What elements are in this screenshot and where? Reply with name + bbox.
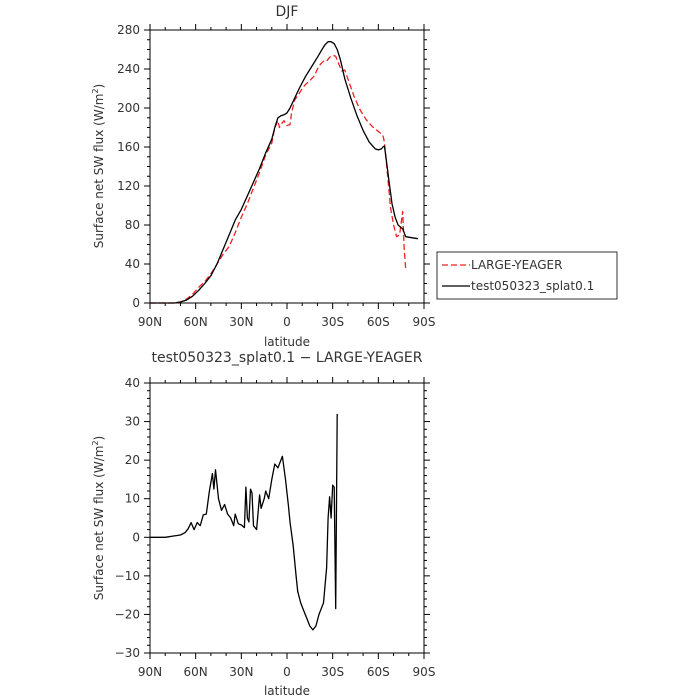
bottom-x-tick-label: 90N — [138, 665, 162, 679]
bottom-chart-title: test050323_splat0.1 − LARGE-YEAGER — [151, 350, 422, 366]
top-plot-frame — [149, 29, 425, 304]
top-series-line-1 — [150, 41, 419, 304]
bottom-series-line-0 — [150, 413, 338, 631]
bottom-y-tick-label: −20 — [115, 607, 140, 621]
bottom-y-axis-label-main: Surface net SW flux (W/m — [92, 446, 106, 601]
bottom-y-tick-label: 40 — [125, 376, 140, 390]
bottom-y-axis-label: Surface net SW flux (W/m2) — [91, 436, 106, 600]
top-x-tick-label: 30S — [321, 315, 344, 329]
top-x-tick-label: 30N — [229, 315, 253, 329]
top-chart-title: DJF — [276, 4, 299, 20]
bottom-y-ticks: −30 −20 −10 0 10 20 30 40 — [115, 376, 430, 660]
top-y-tick-label: 120 — [117, 179, 140, 193]
bottom-y-tick-label: 10 — [125, 492, 140, 506]
top-x-tick-label: 60N — [184, 315, 208, 329]
top-y-tick-label: 0 — [132, 296, 140, 310]
bottom-y-tick-label: 20 — [125, 453, 140, 467]
bottom-x-ticks: 90N 60N 30N 0 30S 60S 90S — [138, 377, 436, 679]
bottom-x-tick-label: 60N — [184, 665, 208, 679]
top-x-axis-label: latitude — [264, 335, 310, 349]
bottom-series-lines — [150, 413, 338, 631]
top-x-tick-label: 90N — [138, 315, 162, 329]
bottom-x-tick-label: 0 — [283, 665, 291, 679]
top-y-ticks: 0 40 80 120 160 200 240 280 — [117, 23, 430, 310]
bottom-y-axis-label-end: ) — [92, 436, 106, 441]
top-series-line-0 — [150, 54, 407, 304]
top-x-ticks: 90N 60N 30N 0 30S 60S 90S — [138, 24, 436, 329]
bottom-y-axis-label-sup: 2 — [91, 440, 100, 445]
bottom-panel: test050323_splat0.1 − LARGE-YEAGER 90N 60… — [91, 350, 435, 698]
top-y-tick-label: 160 — [117, 140, 140, 154]
top-panel: DJF 90N 60N 30N 0 30S 60S 90S 0 40 80 120 160 200 24… — [91, 4, 618, 349]
top-y-tick-label: 80 — [125, 218, 140, 232]
bottom-x-axis-label: latitude — [264, 684, 310, 698]
top-y-axis-label-main: Surface net SW flux (W/m — [92, 94, 106, 249]
top-y-tick-label: 280 — [117, 23, 140, 37]
bottom-plot-frame — [149, 382, 425, 654]
top-y-tick-label: 40 — [125, 257, 140, 271]
bottom-y-tick-label: 0 — [132, 530, 140, 544]
bottom-y-tick-label: 30 — [125, 415, 140, 429]
bottom-y-tick-label: −10 — [115, 569, 140, 583]
bottom-x-tick-label: 60S — [367, 665, 390, 679]
legend: LARGE-YEAGER test050323_splat0.1 — [436, 251, 618, 300]
legend-label-test: test050323_splat0.1 — [471, 279, 594, 293]
legend-box — [436, 251, 618, 300]
bottom-x-tick-label: 90S — [413, 665, 436, 679]
top-x-tick-label: 0 — [283, 315, 291, 329]
top-series-lines — [150, 41, 419, 304]
top-y-tick-label: 240 — [117, 62, 140, 76]
bottom-x-tick-label: 30N — [229, 665, 253, 679]
bottom-x-tick-label: 30S — [321, 665, 344, 679]
legend-label-large-yeager: LARGE-YEAGER — [471, 258, 562, 272]
top-y-axis-label: Surface net SW flux (W/m2) — [91, 84, 106, 248]
bottom-y-tick-label: −30 — [115, 646, 140, 660]
top-x-tick-label: 60S — [367, 315, 390, 329]
top-y-axis-label-sup: 2 — [91, 88, 100, 93]
top-y-tick-label: 200 — [117, 101, 140, 115]
top-x-tick-label: 90S — [413, 315, 436, 329]
top-y-axis-label-end: ) — [92, 84, 106, 89]
